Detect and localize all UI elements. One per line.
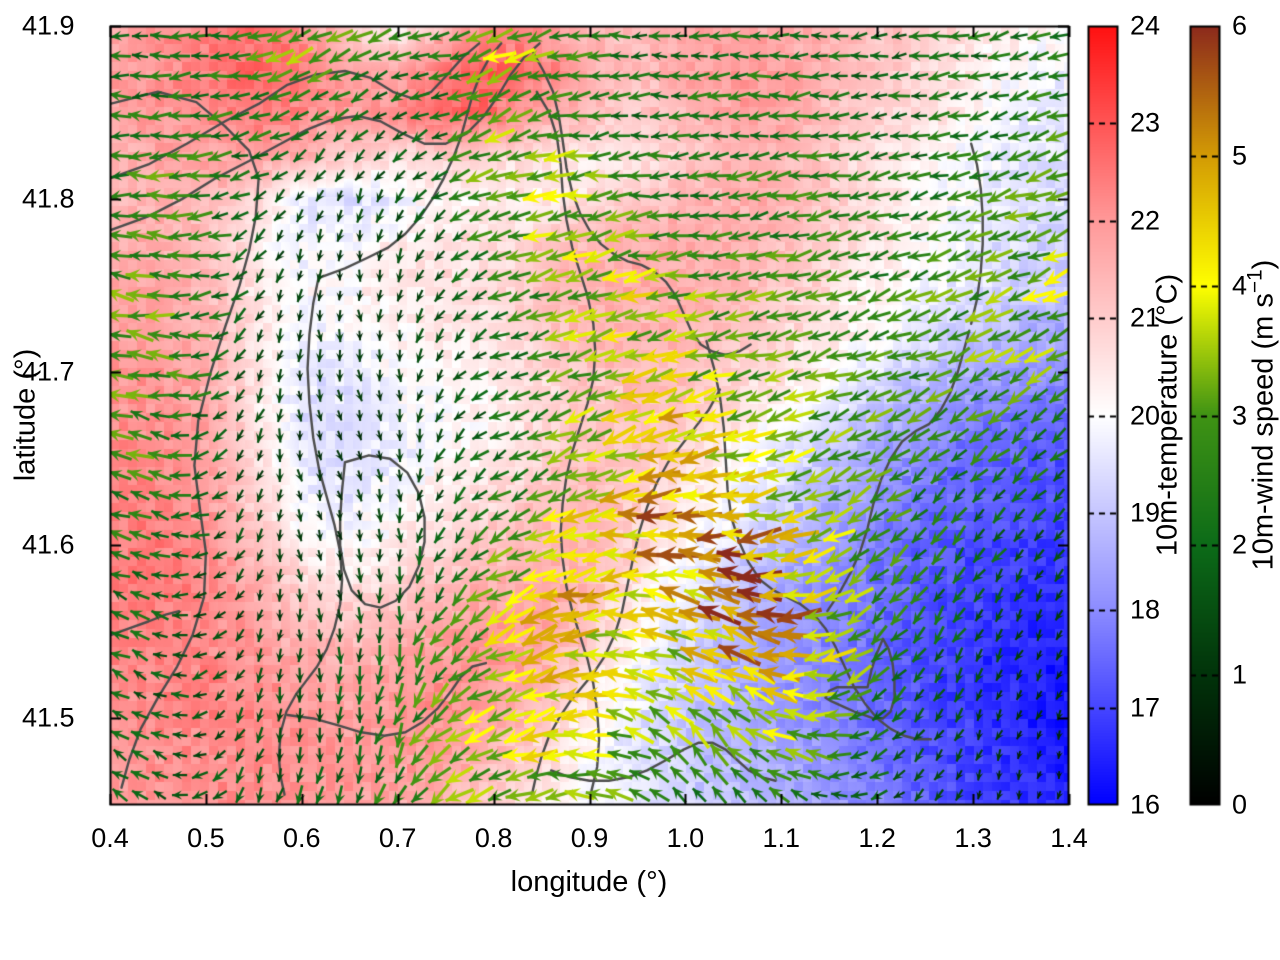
meteorological-map-figure: 0.4 0.5 0.6 0.7 0.8 0.9 1.0 1.1 1.2 1.3 1.4 41.5 41…: [0, 0, 1280, 960]
wind-temperature-map-canvas[interactable]: [0, 0, 1280, 960]
